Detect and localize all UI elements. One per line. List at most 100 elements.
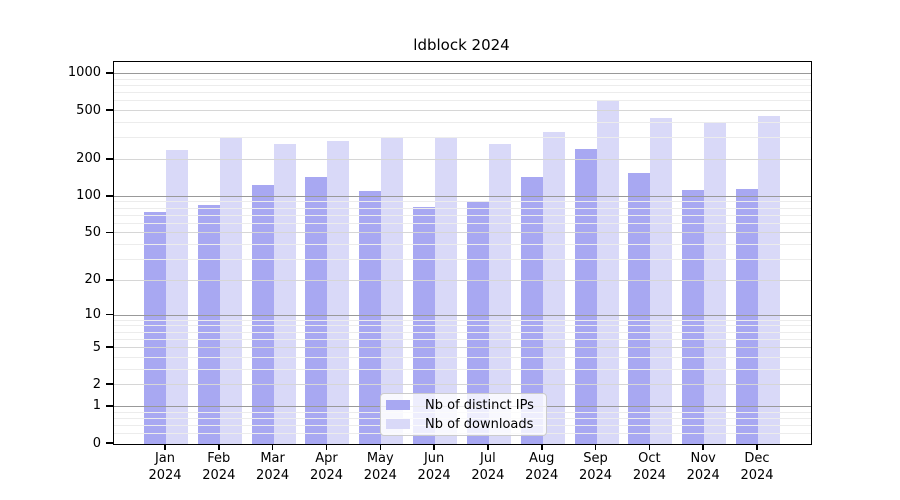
x-tick-mark	[164, 444, 166, 450]
x-tick-label-year: 2024	[256, 468, 290, 483]
y-tick-label: 500	[76, 102, 101, 118]
bar-downloads	[327, 141, 350, 444]
x-tick-label-year: 2024	[740, 468, 774, 483]
x-tick-label: Jun 2024	[402, 450, 466, 484]
bar-downloads	[381, 136, 404, 444]
y-tick-mark	[106, 346, 113, 348]
bar-distinct-ips	[359, 190, 382, 444]
y-tick-label: 0	[92, 435, 101, 451]
x-tick-label: Jul 2024	[456, 450, 520, 484]
x-tick-label-month: Dec	[744, 451, 770, 466]
gridline-major	[114, 314, 811, 316]
x-tick-label-year: 2024	[578, 468, 613, 483]
x-tick-label: Mar 2024	[241, 450, 305, 484]
y-tick-label: 2	[92, 376, 101, 392]
bar-distinct-ips	[628, 172, 651, 444]
gridline-minor	[114, 331, 811, 333]
bar-downloads	[273, 143, 296, 444]
legend: Nb of distinct IPs Nb of downloads	[380, 393, 547, 436]
y-tick-label: 10	[84, 307, 101, 323]
gridline	[114, 279, 811, 281]
gridline-minor	[114, 100, 811, 102]
x-tick-label: Sep 2024	[564, 450, 628, 484]
gridline-minor	[114, 222, 811, 224]
bar-distinct-ips	[305, 177, 328, 444]
x-tick-mark	[433, 444, 435, 450]
x-tick-label-month: May	[366, 451, 394, 466]
gridline	[114, 384, 811, 386]
x-tick-mark	[648, 444, 651, 450]
x-tick-mark	[541, 444, 543, 450]
gridline-minor	[114, 356, 811, 358]
y-tick-mark	[106, 313, 113, 316]
gridline	[114, 347, 811, 348]
y-tick-mark	[106, 383, 113, 385]
bar-distinct-ips	[251, 185, 274, 444]
gridline-minor	[114, 84, 811, 86]
x-tick-mark	[756, 444, 758, 450]
x-tick-label: Apr 2024	[295, 450, 359, 484]
x-tick-label-year: 2024	[148, 468, 182, 483]
bar-downloads	[166, 150, 188, 444]
y-tick-label: 50	[84, 224, 101, 240]
gridline	[114, 110, 811, 111]
x-tick-label-year: 2024	[525, 468, 559, 483]
y-tick-mark	[106, 109, 113, 111]
legend-item-downloads: Nb of downloads	[386, 417, 540, 432]
gridline-minor	[114, 201, 811, 203]
y-tick-mark	[106, 231, 113, 234]
bar-distinct-ips	[144, 212, 166, 444]
x-tick-label: Feb 2024	[187, 450, 251, 484]
y-tick-label: 20	[84, 272, 101, 288]
gridline-minor	[114, 338, 811, 340]
bar-downloads	[596, 101, 619, 444]
x-tick-mark	[594, 444, 597, 450]
y-tick-label: 5	[92, 339, 101, 355]
gridline-minor	[114, 207, 811, 209]
gridline-major	[114, 195, 811, 197]
legend-swatch-distinct-ips	[386, 400, 410, 410]
y-tick-mark	[106, 72, 113, 74]
gridline	[114, 158, 811, 160]
y-tick-label: 200	[76, 151, 101, 167]
gridline-minor	[114, 137, 811, 139]
x-tick-label-month: Feb	[207, 451, 231, 466]
bar-distinct-ips	[520, 177, 543, 444]
x-tick-label: Dec 2024	[725, 450, 789, 484]
gridline-minor	[114, 214, 811, 216]
x-tick-label: May 2024	[348, 450, 412, 484]
gridline-minor	[114, 368, 811, 370]
x-tick-label-month: Jun	[423, 451, 445, 466]
legend-swatch-downloads	[386, 419, 410, 429]
x-tick-label-year: 2024	[202, 468, 236, 483]
chart-title: ldblock 2024	[413, 36, 510, 54]
x-tick-mark	[702, 444, 704, 450]
x-tick-mark	[218, 444, 220, 450]
y-tick-label: 1000	[67, 65, 101, 81]
bar-downloads	[435, 136, 458, 444]
x-tick-mark	[487, 444, 489, 450]
bar-distinct-ips	[736, 188, 758, 444]
x-tick-label-month: Sep	[583, 451, 608, 466]
bar-distinct-ips	[466, 201, 489, 444]
gridline-minor	[114, 121, 811, 123]
x-tick-mark	[271, 444, 274, 450]
x-tick-mark	[379, 444, 381, 450]
x-tick-label-month: Oct	[638, 451, 661, 466]
x-tick-label-month: Nov	[690, 451, 716, 466]
y-tick-mark	[106, 195, 113, 197]
bar-downloads	[219, 136, 242, 444]
gridline-minor	[114, 92, 811, 93]
x-tick-label-month: Jan	[154, 451, 176, 466]
y-tick-mark	[106, 158, 113, 160]
bar-downloads	[542, 131, 565, 444]
gridline-minor	[114, 259, 811, 261]
y-tick-label: 100	[76, 188, 101, 204]
x-tick-label-year: 2024	[309, 468, 344, 483]
x-tick-label-month: Apr	[315, 451, 338, 466]
gridline-minor	[114, 244, 811, 246]
x-tick-label-year: 2024	[363, 468, 397, 483]
y-tick-mark	[106, 279, 113, 281]
gridline-major	[114, 72, 811, 74]
